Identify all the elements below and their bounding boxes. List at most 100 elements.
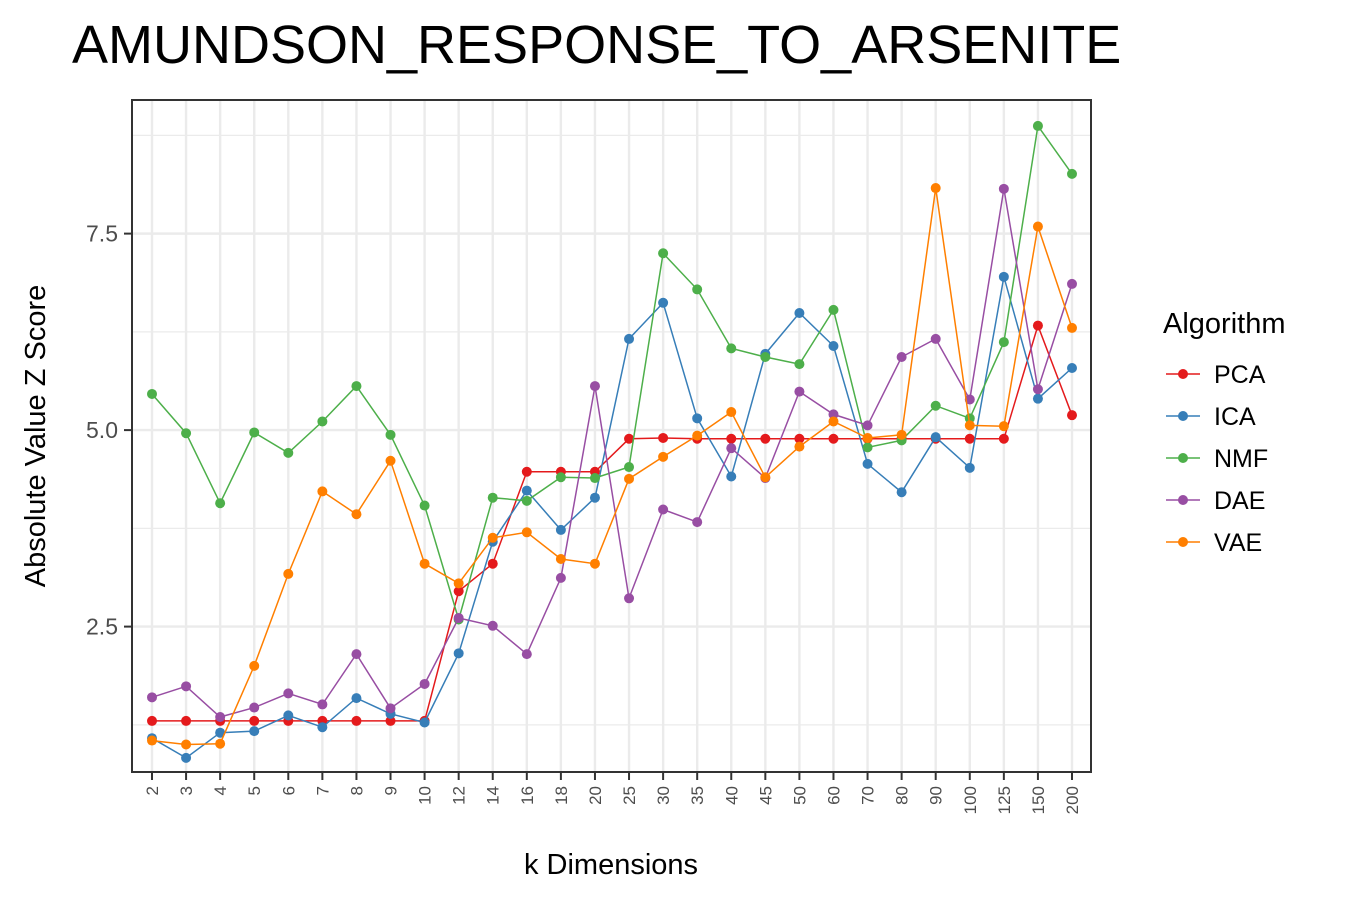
data-point-nmf	[147, 388, 157, 399]
y-axis-title: Absolute Value Z Score	[20, 285, 52, 588]
data-point-dae	[998, 183, 1009, 194]
data-point-nmf	[828, 304, 839, 315]
data-point-dae	[896, 352, 907, 363]
legend-item-ica: ICA	[1166, 403, 1256, 431]
data-point-vae	[1032, 221, 1043, 232]
series-line-ica	[151, 276, 1073, 759]
data-point-dae	[317, 699, 328, 710]
x-axis-title: k Dimensions	[524, 849, 698, 881]
data-point-nmf	[249, 427, 260, 438]
legend-marker-ica	[1178, 411, 1188, 421]
data-point-nmf	[351, 381, 362, 392]
data-point-ica	[181, 752, 192, 763]
data-point-vae	[453, 578, 464, 589]
x-tick-label: 5	[245, 786, 264, 795]
legend-label-vae: VAE	[1214, 529, 1262, 557]
x-tick-label: 16	[518, 786, 537, 805]
data-point-ica	[317, 722, 328, 733]
data-point-pca	[181, 715, 192, 726]
series-ica	[147, 271, 1077, 763]
plot-border	[131, 99, 1092, 773]
data-point-dae	[794, 386, 805, 397]
x-tick-label: 18	[552, 786, 571, 805]
data-point-vae	[964, 420, 975, 431]
data-point-pca	[760, 433, 771, 444]
series-dae	[147, 183, 1077, 722]
data-point-vae	[828, 416, 839, 427]
data-point-ica	[589, 492, 600, 503]
legend-label-ica: ICA	[1214, 403, 1256, 431]
data-point-ica	[419, 717, 430, 728]
legend: Algorithm PCA ICA NMF DAE VAE	[1163, 308, 1286, 557]
legend-label-dae: DAE	[1214, 487, 1265, 515]
data-point-nmf	[317, 416, 328, 427]
data-point-ica	[351, 693, 362, 704]
x-tick-label: 45	[756, 786, 775, 805]
y-axis: 2.5 5.0 7.5	[86, 221, 132, 640]
data-point-vae	[385, 455, 396, 466]
data-point-ica	[794, 307, 805, 318]
data-point-nmf	[385, 429, 396, 440]
data-point-dae	[828, 409, 839, 420]
data-point-dae	[521, 649, 532, 660]
data-point-pca	[453, 586, 464, 597]
data-point-dae	[862, 420, 873, 431]
data-point-vae	[862, 432, 873, 443]
data-point-dae	[1032, 384, 1043, 395]
data-point-pca	[1032, 320, 1043, 331]
data-point-pca	[998, 433, 1009, 444]
legend-label-nmf: NMF	[1214, 445, 1268, 473]
data-point-nmf	[964, 413, 975, 424]
data-point-vae	[930, 183, 941, 194]
data-point-dae	[385, 703, 396, 714]
legend-marker-pca	[1178, 369, 1188, 379]
data-point-vae	[351, 509, 362, 520]
data-point-pca	[828, 433, 839, 444]
data-point-nmf	[283, 447, 294, 458]
data-point-pca	[658, 432, 669, 443]
data-point-dae	[147, 692, 157, 703]
data-point-dae	[487, 620, 498, 631]
x-tick-label: 40	[722, 786, 741, 805]
data-point-nmf	[998, 337, 1009, 348]
data-point-ica	[1067, 363, 1077, 374]
legend-title: Algorithm	[1163, 308, 1286, 340]
y-tick-label: 7.5	[86, 221, 118, 247]
data-point-ica	[521, 485, 532, 496]
data-point-dae	[1067, 278, 1077, 289]
data-point-nmf	[624, 462, 635, 473]
data-point-ica	[555, 524, 566, 535]
data-point-vae	[589, 558, 600, 569]
data-point-pca	[249, 715, 260, 726]
x-tick-label: 30	[654, 786, 673, 805]
data-point-vae	[794, 441, 805, 452]
data-point-nmf	[487, 492, 498, 503]
data-point-vae	[726, 407, 737, 418]
data-point-vae	[419, 558, 430, 569]
data-point-dae	[419, 678, 430, 689]
x-axis: 2 3 4 5 6 7 8 9 10 12 14 16 18 20 25 30 35 40 45 50 60 70 80 90…	[143, 772, 1082, 814]
x-tick-label: 9	[382, 786, 401, 795]
data-point-pca	[624, 433, 635, 444]
series-line-dae	[151, 188, 1073, 718]
series-layer	[147, 120, 1077, 763]
x-tick-label: 35	[688, 786, 707, 805]
data-point-nmf	[658, 248, 669, 259]
data-point-ica	[624, 333, 635, 344]
data-point-vae	[487, 532, 498, 543]
data-point-pca	[726, 433, 737, 444]
data-point-ica	[828, 341, 839, 352]
legend-marker-vae	[1178, 537, 1188, 547]
data-point-dae	[249, 702, 260, 713]
plot-background	[132, 100, 1091, 772]
data-point-ica	[862, 458, 873, 469]
data-point-ica	[1032, 393, 1043, 404]
data-point-vae	[998, 421, 1009, 432]
data-point-dae	[726, 443, 737, 454]
data-point-nmf	[794, 359, 805, 370]
data-point-nmf	[930, 400, 941, 411]
plot-panel	[132, 100, 1091, 772]
data-point-dae	[692, 517, 703, 528]
x-tick-label: 6	[279, 786, 298, 795]
